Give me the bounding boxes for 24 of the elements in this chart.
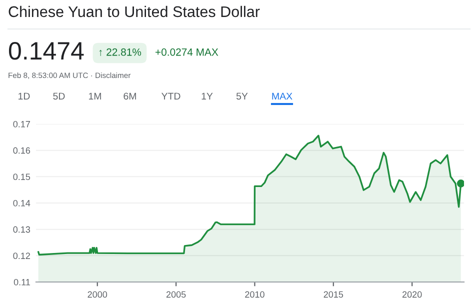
y-tick-label: 0.17 <box>13 120 30 128</box>
y-tick-label: 0.12 <box>13 252 30 260</box>
y-tick-label: 0.11 <box>14 278 30 286</box>
text: ↑ 22.81% <box>99 48 142 56</box>
text: 0.1474 <box>8 42 84 60</box>
text: 6M <box>124 92 136 100</box>
text: YTD <box>161 92 180 100</box>
x-tick-label: 2005 <box>166 291 186 298</box>
y-tick-label: 0.16 <box>13 147 30 154</box>
x-tick-label: 2000 <box>88 291 108 298</box>
text: 1Y <box>202 92 213 100</box>
text: MAX <box>272 92 292 100</box>
text: 1M <box>88 92 101 100</box>
text: 1D <box>18 92 30 100</box>
x-tick-label: 2015 <box>324 291 344 298</box>
text: 5Y <box>236 92 248 100</box>
y-tick-label: 0.14 <box>13 200 30 206</box>
chart-title: Chinese Yuan to United States Dollar <box>8 6 260 18</box>
x-tick-label: 2010 <box>245 291 264 298</box>
y-tick-label: 0.13 <box>13 226 30 233</box>
y-tick-label: 0.15 <box>13 174 30 180</box>
text: +0.0274 MAX <box>156 48 218 56</box>
x-tick-label: 2020 <box>402 291 422 298</box>
text: 5D <box>53 92 65 100</box>
